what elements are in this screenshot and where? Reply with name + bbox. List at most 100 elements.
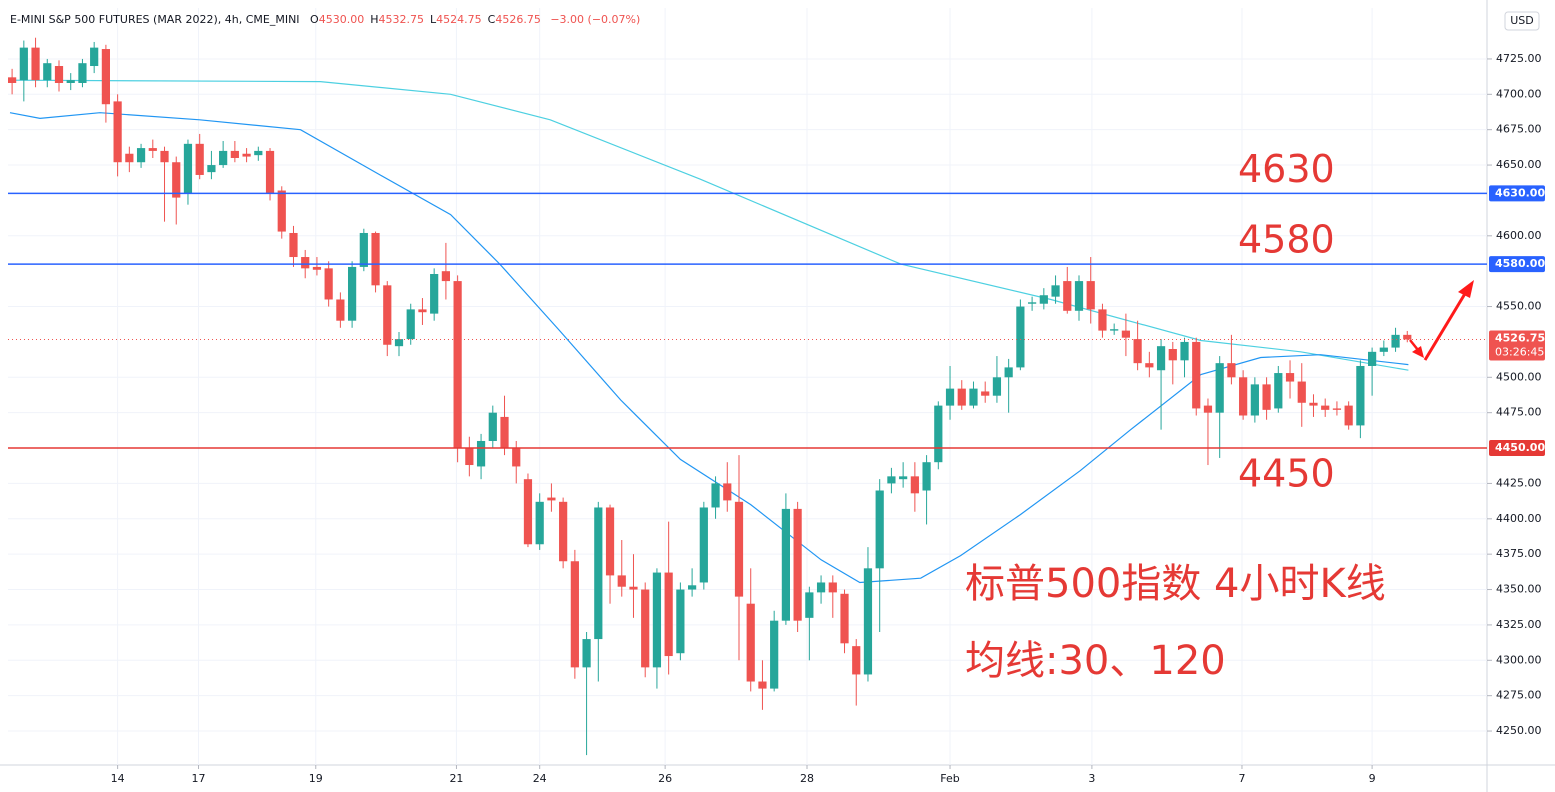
candle-body: [359, 232, 368, 267]
candle-body: [136, 148, 146, 163]
x-tick-label: 28: [800, 772, 814, 785]
candle-body: [101, 49, 110, 105]
x-tick-label: 21: [449, 772, 463, 785]
candle-body: [465, 448, 474, 466]
candle-body: [488, 412, 497, 441]
x-tick-label: 24: [533, 772, 547, 785]
candle-body: [441, 271, 450, 282]
candle-body: [207, 165, 216, 173]
candle-body: [676, 589, 685, 654]
y-tick-label: 4725.00: [1496, 52, 1542, 65]
candle-body: [922, 462, 931, 491]
y-tick-label: 4375.00: [1496, 547, 1542, 560]
candle-body: [1133, 339, 1142, 364]
candle-body: [43, 63, 52, 81]
y-tick-label: 4250.00: [1496, 724, 1542, 737]
candle-body: [934, 405, 943, 463]
candle-body: [1203, 405, 1213, 413]
x-tick-label: 14: [111, 772, 125, 785]
candle-body: [383, 285, 392, 345]
level-label-box: [1489, 256, 1545, 273]
candle-body: [394, 339, 404, 347]
x-tick-label: 26: [658, 772, 672, 785]
candle-body: [1403, 334, 1412, 340]
y-tick-label: 4325.00: [1496, 618, 1542, 631]
candle-body: [1156, 346, 1166, 371]
annotation-ma: 均线:30、120: [965, 638, 1226, 684]
y-tick-label: 4550.00: [1496, 300, 1542, 313]
candle-body: [500, 416, 509, 449]
x-tick-label: 9: [1369, 772, 1376, 785]
ohlc-value: 4524.75: [436, 13, 482, 26]
candle-body: [1309, 402, 1318, 406]
candle-body: [160, 150, 169, 163]
candle-body: [242, 153, 251, 157]
ohlc-value: 4530.00: [318, 13, 365, 26]
x-tick-label: 3: [1088, 772, 1095, 785]
candle-body: [289, 232, 298, 258]
candle-body: [1016, 306, 1025, 368]
moving-average: [9, 112, 1409, 584]
header: E-MINI S&P 500 FUTURES (MAR 2022), 4h, C…: [10, 13, 646, 26]
candle-body: [1368, 351, 1377, 366]
candle-body: [770, 620, 779, 689]
ohlc-value: 4532.75: [378, 13, 425, 26]
candle-body: [1051, 285, 1060, 297]
candle-body: [664, 572, 673, 657]
candle-body: [1074, 281, 1084, 311]
candle-body: [348, 266, 357, 321]
candle-body: [899, 476, 908, 480]
y-tick-label: 4500.00: [1496, 370, 1542, 383]
candle-body: [406, 309, 415, 340]
y-tick-label: 4650.00: [1496, 158, 1542, 171]
ohlc-label: C: [487, 13, 496, 26]
candle-body: [1168, 349, 1177, 361]
candle-body: [793, 508, 802, 621]
candle-body: [957, 388, 966, 406]
candle-body: [301, 257, 310, 269]
candle-body: [1063, 281, 1072, 311]
level-label-box: [1489, 185, 1545, 202]
candle-body: [254, 150, 263, 156]
candle-body: [312, 266, 322, 270]
y-tick-label: 4400.00: [1496, 512, 1542, 525]
candle-body: [90, 47, 99, 67]
candle-body: [1321, 405, 1330, 410]
candle-body: [476, 440, 486, 467]
currency[interactable]: USD: [1510, 14, 1534, 27]
candle-body: [605, 507, 615, 576]
arrow-small-head: [1412, 346, 1424, 358]
y-tick-label: 4675.00: [1496, 123, 1542, 136]
candle-body: [265, 150, 275, 194]
y-tick-label: 4475.00: [1496, 406, 1542, 419]
candle-body: [183, 143, 193, 194]
candle-body: [19, 47, 28, 81]
candle-body: [887, 476, 896, 484]
candle-body: [523, 479, 533, 545]
candle-body: [570, 561, 579, 668]
candle-body: [148, 148, 157, 151]
symbol-title: E-MINI S&P 500 FUTURES (MAR 2022), 4h, C…: [10, 13, 300, 26]
level-annotation: 4580: [1238, 218, 1335, 262]
candle-body: [1098, 309, 1107, 331]
candle-body: [1215, 363, 1224, 413]
level-label-box: [1489, 440, 1545, 457]
ohlc: O4530.00 H4532.75 L4524.75 C4526.75: [310, 13, 547, 26]
y-tick-label: 4350.00: [1496, 583, 1542, 596]
y-tick-label: 4700.00: [1496, 87, 1542, 100]
candle-body: [277, 190, 286, 232]
y-tick-label: 4275.00: [1496, 689, 1542, 702]
arrow-head: [1458, 280, 1474, 298]
candle-body: [969, 388, 978, 406]
candle-body: [219, 150, 228, 166]
candle-body: [8, 77, 17, 83]
y-tick-label: 4425.00: [1496, 476, 1542, 489]
candle-body: [1039, 295, 1048, 304]
currency-box[interactable]: [1504, 11, 1540, 31]
candle-body: [734, 501, 744, 597]
arrow-small: [1409, 339, 1419, 351]
candle-body: [758, 681, 767, 689]
candle-body: [195, 143, 204, 175]
candle-body: [1250, 384, 1259, 416]
